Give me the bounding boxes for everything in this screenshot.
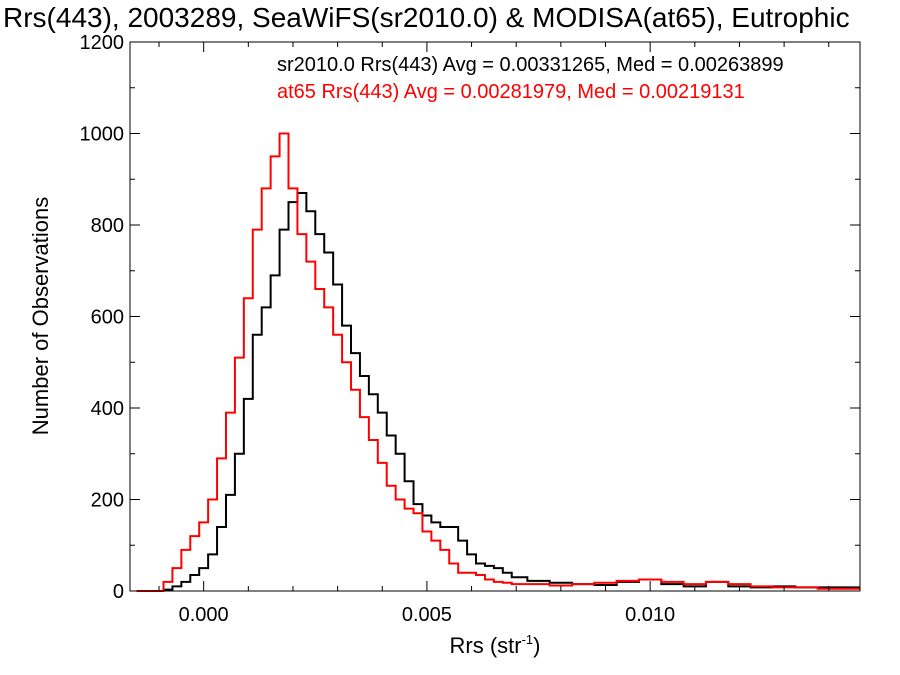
y-tick-label: 800 xyxy=(91,215,124,237)
series-line-at65 xyxy=(136,132,860,592)
plot-frame xyxy=(129,41,861,592)
x-axis-label-end: ) xyxy=(533,633,540,658)
x-tick-label: 0.010 xyxy=(625,604,675,626)
x-axis-label: Rrs (str-1) xyxy=(450,632,541,658)
y-tick-label: 600 xyxy=(91,307,124,329)
y-tick-label: 400 xyxy=(91,398,124,420)
chart-title: Rrs(443), 2003289, SeaWiFS(sr2010.0) & M… xyxy=(3,2,850,33)
y-tick-label: 1000 xyxy=(80,124,125,146)
series-line-sr2010.0 xyxy=(136,191,860,592)
axes: 0 200 400 600 800 1000 1200 0.000 0.005 0.010 xyxy=(80,32,861,626)
annotation-sr2010: sr2010.0 Rrs(443) Avg = 0.00331265, Med … xyxy=(277,54,784,76)
y-tick-label: 0 xyxy=(113,581,124,603)
x-axis-label-superscript: -1 xyxy=(522,632,534,647)
x-tick-label: 0.005 xyxy=(402,604,452,626)
annotation-at65: at65 Rrs(443) Avg = 0.00281979, Med = 0.… xyxy=(277,81,745,103)
y-tick-label: 1200 xyxy=(80,32,125,54)
x-tick-label: 0.000 xyxy=(179,604,229,626)
x-axis-label-main: Rrs (str xyxy=(450,633,522,658)
y-tick-label: 200 xyxy=(91,490,124,512)
y-axis-label: Number of Observations xyxy=(28,197,53,435)
plot-area xyxy=(136,132,860,592)
